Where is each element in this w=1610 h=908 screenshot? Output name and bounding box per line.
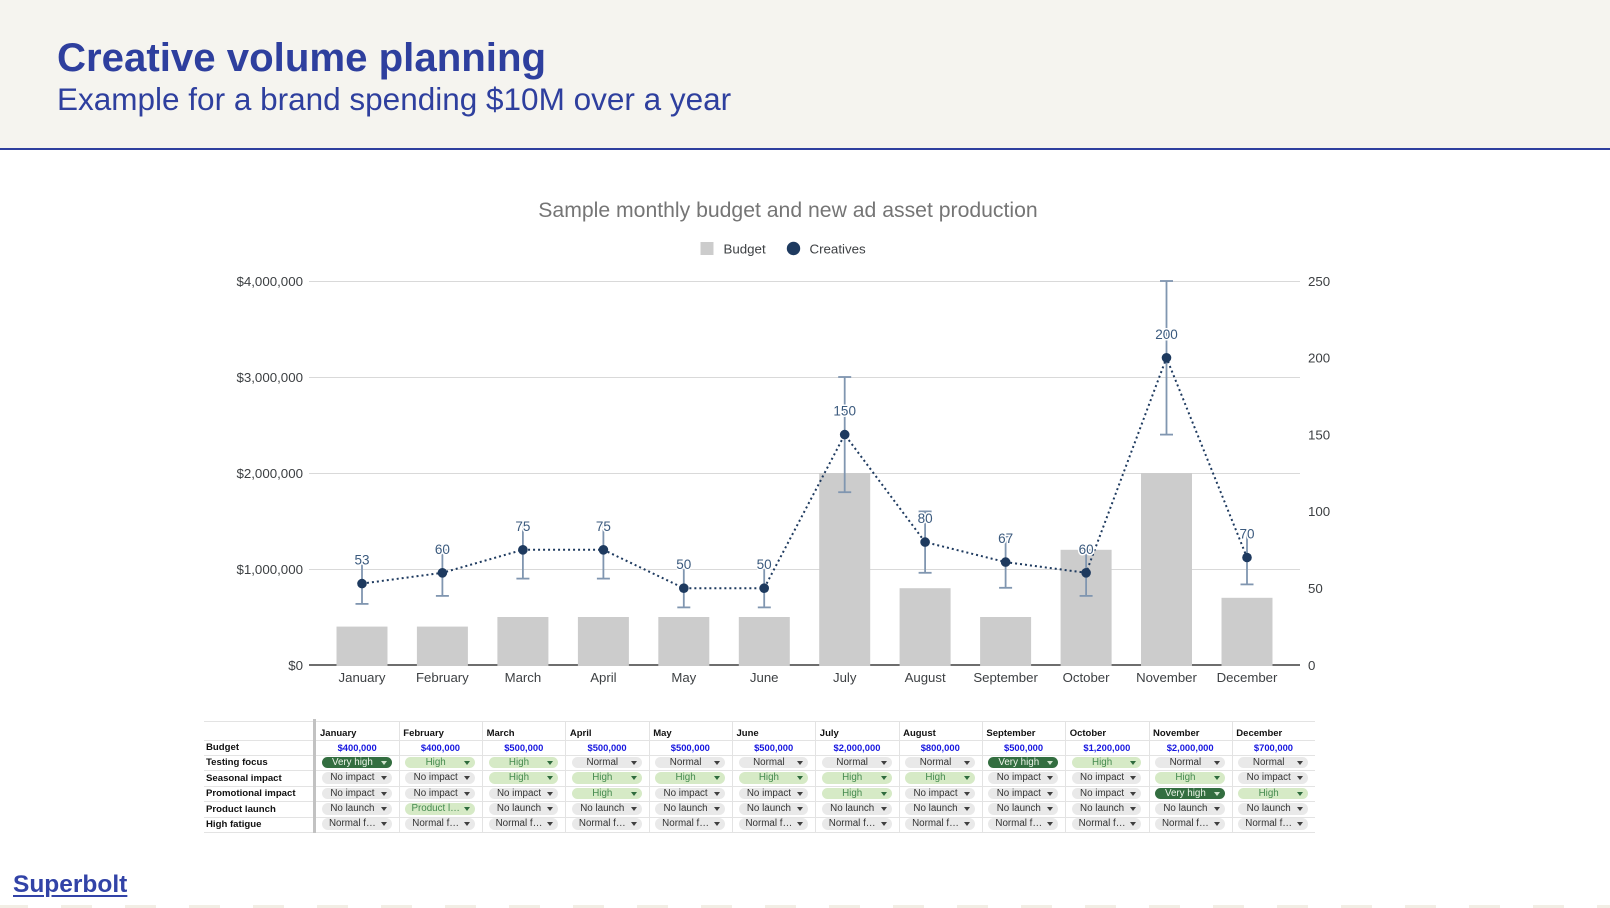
svg-text:Creatives: Creatives [810, 242, 867, 257]
svg-text:70: 70 [1239, 527, 1254, 542]
svg-text:150: 150 [833, 404, 856, 419]
svg-text:August: August [905, 670, 946, 685]
svg-text:50: 50 [676, 557, 691, 572]
svg-text:Sample monthly budget and new: Sample monthly budget and new ad asset p… [538, 199, 1037, 222]
svg-text:100: 100 [1308, 504, 1330, 519]
svg-text:$2,000,000: $2,000,000 [236, 466, 303, 481]
svg-text:250: 250 [1308, 274, 1330, 289]
svg-text:May: May [671, 670, 696, 685]
svg-text:200: 200 [1308, 351, 1330, 366]
svg-text:50: 50 [757, 557, 772, 572]
svg-text:53: 53 [354, 553, 369, 568]
svg-text:50: 50 [1308, 581, 1323, 596]
svg-text:March: March [505, 670, 542, 685]
svg-text:November: November [1136, 670, 1197, 685]
svg-text:75: 75 [515, 519, 530, 534]
svg-text:0: 0 [1308, 658, 1315, 673]
svg-text:Budget: Budget [724, 242, 766, 257]
svg-text:60: 60 [435, 542, 450, 557]
svg-text:June: June [750, 670, 779, 685]
svg-text:80: 80 [918, 511, 933, 526]
svg-text:$3,000,000: $3,000,000 [236, 370, 303, 385]
svg-text:October: October [1063, 670, 1111, 685]
svg-text:February: February [416, 670, 469, 685]
svg-text:200: 200 [1155, 327, 1178, 342]
svg-text:July: July [833, 670, 857, 685]
svg-text:67: 67 [998, 531, 1013, 546]
svg-text:September: September [973, 670, 1038, 685]
svg-text:150: 150 [1308, 427, 1330, 442]
svg-text:$0: $0 [288, 658, 303, 673]
svg-text:75: 75 [596, 519, 611, 534]
svg-text:$4,000,000: $4,000,000 [236, 274, 303, 289]
svg-text:60: 60 [1079, 542, 1094, 557]
svg-text:$1,000,000: $1,000,000 [236, 562, 303, 577]
svg-text:December: December [1217, 670, 1278, 685]
svg-text:April: April [590, 670, 616, 685]
svg-text:January: January [339, 670, 386, 685]
